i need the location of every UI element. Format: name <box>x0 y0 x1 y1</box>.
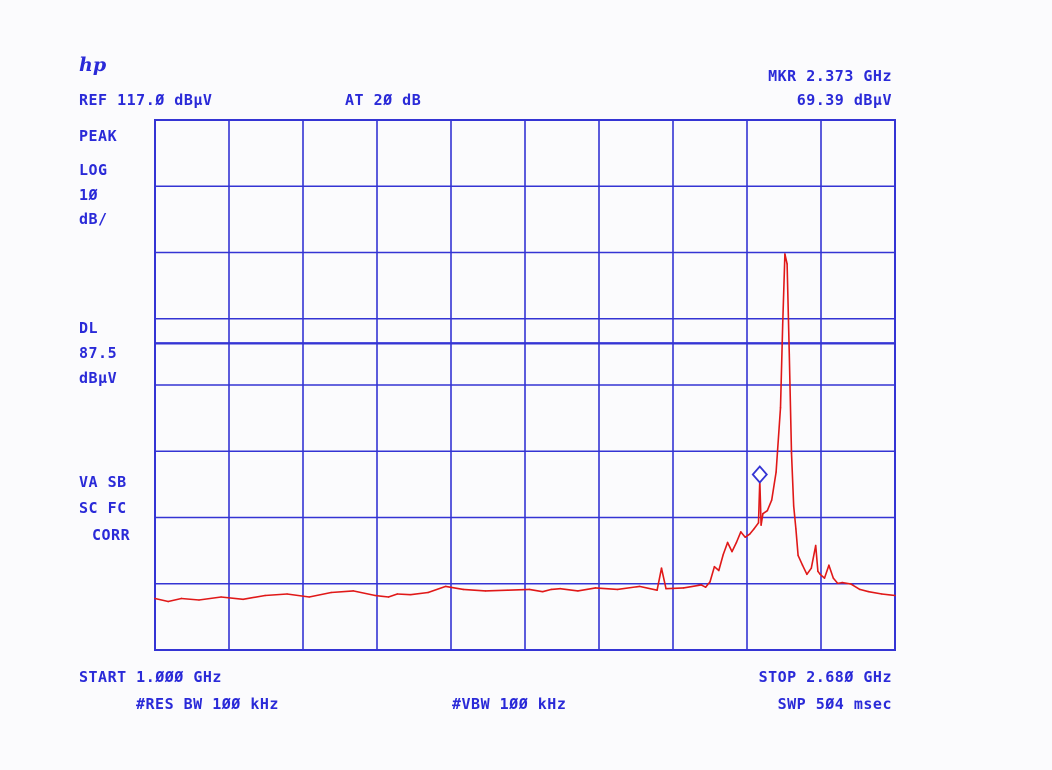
hp-logo: hp <box>79 54 107 76</box>
trace-segment <box>788 353 793 454</box>
trace-segment <box>806 567 813 576</box>
trace-segment <box>810 544 817 570</box>
trace-segment <box>396 593 412 596</box>
trace-segment <box>308 591 333 598</box>
stop-frequency: STOP 2.68Ø GHz <box>758 668 892 686</box>
trace-segment <box>154 597 169 603</box>
trace-segment <box>726 541 733 553</box>
trace-segment <box>880 593 896 597</box>
display-line-value: 87.5 <box>79 344 118 362</box>
trace-segment <box>784 253 788 265</box>
trace-segment <box>731 541 738 553</box>
marker-level: 69.39 dBµV <box>796 91 892 109</box>
trace-segment <box>867 590 883 595</box>
trace-segment <box>735 531 742 544</box>
trace-segment <box>858 588 870 593</box>
trace-segment <box>374 594 390 598</box>
trace-segment <box>814 544 819 573</box>
trace-segment <box>828 564 835 579</box>
trace-segment <box>790 452 795 507</box>
trace-segment <box>198 596 222 601</box>
trace-segment <box>577 587 597 592</box>
trace-segment <box>819 573 826 579</box>
trace-segment <box>766 499 773 512</box>
trace-segment <box>753 521 760 530</box>
detector-mode: PEAK <box>79 127 118 145</box>
trace-segment <box>792 505 797 530</box>
trace-segment <box>850 583 861 591</box>
scale-unit: dB/ <box>79 210 108 228</box>
scale-value: 1Ø <box>79 186 99 204</box>
trace-segment <box>387 593 399 598</box>
trace-segment <box>748 528 755 536</box>
trace-segment <box>744 533 751 539</box>
trace-segment <box>841 581 852 585</box>
trace-segment <box>444 585 465 591</box>
trace-segment <box>781 253 786 326</box>
trace-segment <box>762 509 769 515</box>
trace-segment <box>770 471 777 501</box>
trace-segment <box>656 567 663 592</box>
flags-line-2: SC FC <box>79 499 127 517</box>
trace-segment <box>682 584 703 589</box>
trace-segment <box>660 567 667 590</box>
trace-segment <box>550 587 562 591</box>
trace-segment <box>801 564 808 576</box>
trace-segment <box>220 596 244 601</box>
trace-segment <box>286 593 311 598</box>
trace-segment <box>779 323 784 409</box>
trace-segment <box>528 588 544 593</box>
trace-segment <box>700 584 707 589</box>
trace-segment <box>180 597 200 601</box>
trace-segment <box>823 564 830 579</box>
ref-level: REF 117.Ø dBµV <box>79 91 213 109</box>
trace-segment <box>786 263 791 356</box>
trace-segment <box>264 593 288 597</box>
trace-segment <box>722 541 729 556</box>
attenuation: AT 2Ø dB <box>345 91 422 109</box>
marker-frequency: MKR 2.373 GHz <box>768 67 892 85</box>
trace-segment <box>506 588 531 592</box>
trace-segment <box>330 590 355 594</box>
marker-diamond <box>751 465 768 484</box>
trace-segment <box>713 565 720 572</box>
trace-segment <box>775 406 782 473</box>
trace-segment <box>704 581 711 589</box>
trace-segment <box>638 585 658 592</box>
trace-segment <box>352 590 377 597</box>
display-line-unit: dBµV <box>79 369 118 387</box>
trace-segment <box>594 587 619 591</box>
trace-segment <box>242 594 266 601</box>
trace-segment <box>665 587 685 590</box>
flags-line-1: VA SB <box>79 473 127 491</box>
trace-segment <box>559 587 579 592</box>
display-line-label: DL <box>79 319 99 337</box>
start-frequency: START 1.ØØØ GHz <box>79 668 222 686</box>
resolution-bandwidth: #RES BW 1ØØ kHz <box>136 695 279 713</box>
trace-segment <box>717 553 725 572</box>
trace-segment <box>427 585 447 594</box>
trace-segment <box>409 591 429 596</box>
video-bandwidth: #VBW 1ØØ kHz <box>452 695 567 713</box>
trace-segment <box>709 565 716 583</box>
trace-segment <box>795 528 799 557</box>
trace-segment <box>484 589 509 592</box>
flags-line-3: CORR <box>92 526 131 544</box>
trace-segment <box>797 554 804 567</box>
trace-segment <box>760 512 764 526</box>
trace-segment <box>167 597 183 603</box>
trace-segment <box>739 531 747 539</box>
trace-segment <box>758 479 762 526</box>
trace-segment <box>541 588 553 593</box>
sweep-time: SWP 5Ø4 msec <box>777 695 892 713</box>
trace-segment <box>832 577 839 585</box>
scale-mode: LOG <box>79 161 108 179</box>
trace-segment <box>616 585 641 591</box>
trace-segment <box>462 588 487 592</box>
